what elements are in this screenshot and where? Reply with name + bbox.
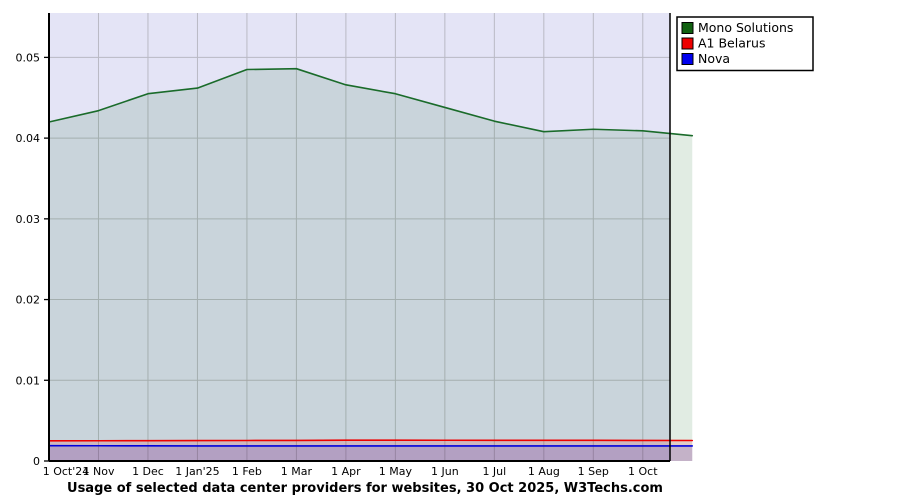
y-tick-label: 0.01 (16, 374, 41, 387)
legend-swatch-0 (681, 22, 694, 34)
y-tick-label: 0.02 (16, 294, 41, 307)
series-area-0 (49, 68, 693, 461)
series-line-0 (48, 67, 694, 137)
legend-label-2: Nova (698, 51, 730, 66)
series-line-1 (48, 439, 694, 442)
x-tick-label: 1 May (379, 465, 413, 478)
series-area-fills (49, 68, 693, 461)
legend-label-1: A1 Belarus (698, 36, 765, 51)
x-tick-label: 1 Oct'24 (43, 465, 90, 478)
y-tick-label: 0.05 (16, 51, 41, 64)
vertical-gridlines (97, 13, 644, 461)
series-lines (48, 67, 694, 447)
x-tick-label: 1 Aug (528, 465, 560, 478)
series-area-2 (49, 445, 693, 461)
horizontal-gridlines (49, 56, 670, 381)
y-tick-label: 0.03 (16, 213, 41, 226)
x-tick-label: 1 Dec (132, 465, 164, 478)
x-tick-label: 1 Jul (482, 465, 506, 478)
legend-swatch-2 (681, 53, 694, 65)
chart-title: Usage of selected data center providers … (67, 481, 663, 496)
x-tick-label: 1 Jan'25 (175, 465, 219, 478)
legend-swatch-1 (681, 37, 694, 50)
x-axis-ticks: 1 Oct'241 Nov 1 Dec 1 Jan'25 1 Feb 1 Mar 1 Ap… (43, 465, 659, 478)
x-tick-label: 1 Mar (281, 465, 313, 478)
x-tick-label: 1 Oct (628, 465, 658, 478)
x-tick-label: 1 Apr (331, 465, 361, 478)
y-tick-label: 0.04 (16, 132, 41, 145)
y-tick-label: 0 (33, 455, 40, 468)
x-tick-label: 1 Nov (82, 465, 114, 478)
legend-label-0: Mono Solutions (698, 20, 793, 35)
y-axis-ticks: 0 0.01 0.02 0.03 0.04 0.05 (16, 51, 49, 468)
x-tick-label: 1 Jun (431, 465, 459, 478)
axis-lines (48, 13, 671, 462)
legend-box (676, 16, 814, 72)
x-tick-label: 1 Feb (232, 465, 262, 478)
x-tick-label: 1 Sep (578, 465, 609, 478)
